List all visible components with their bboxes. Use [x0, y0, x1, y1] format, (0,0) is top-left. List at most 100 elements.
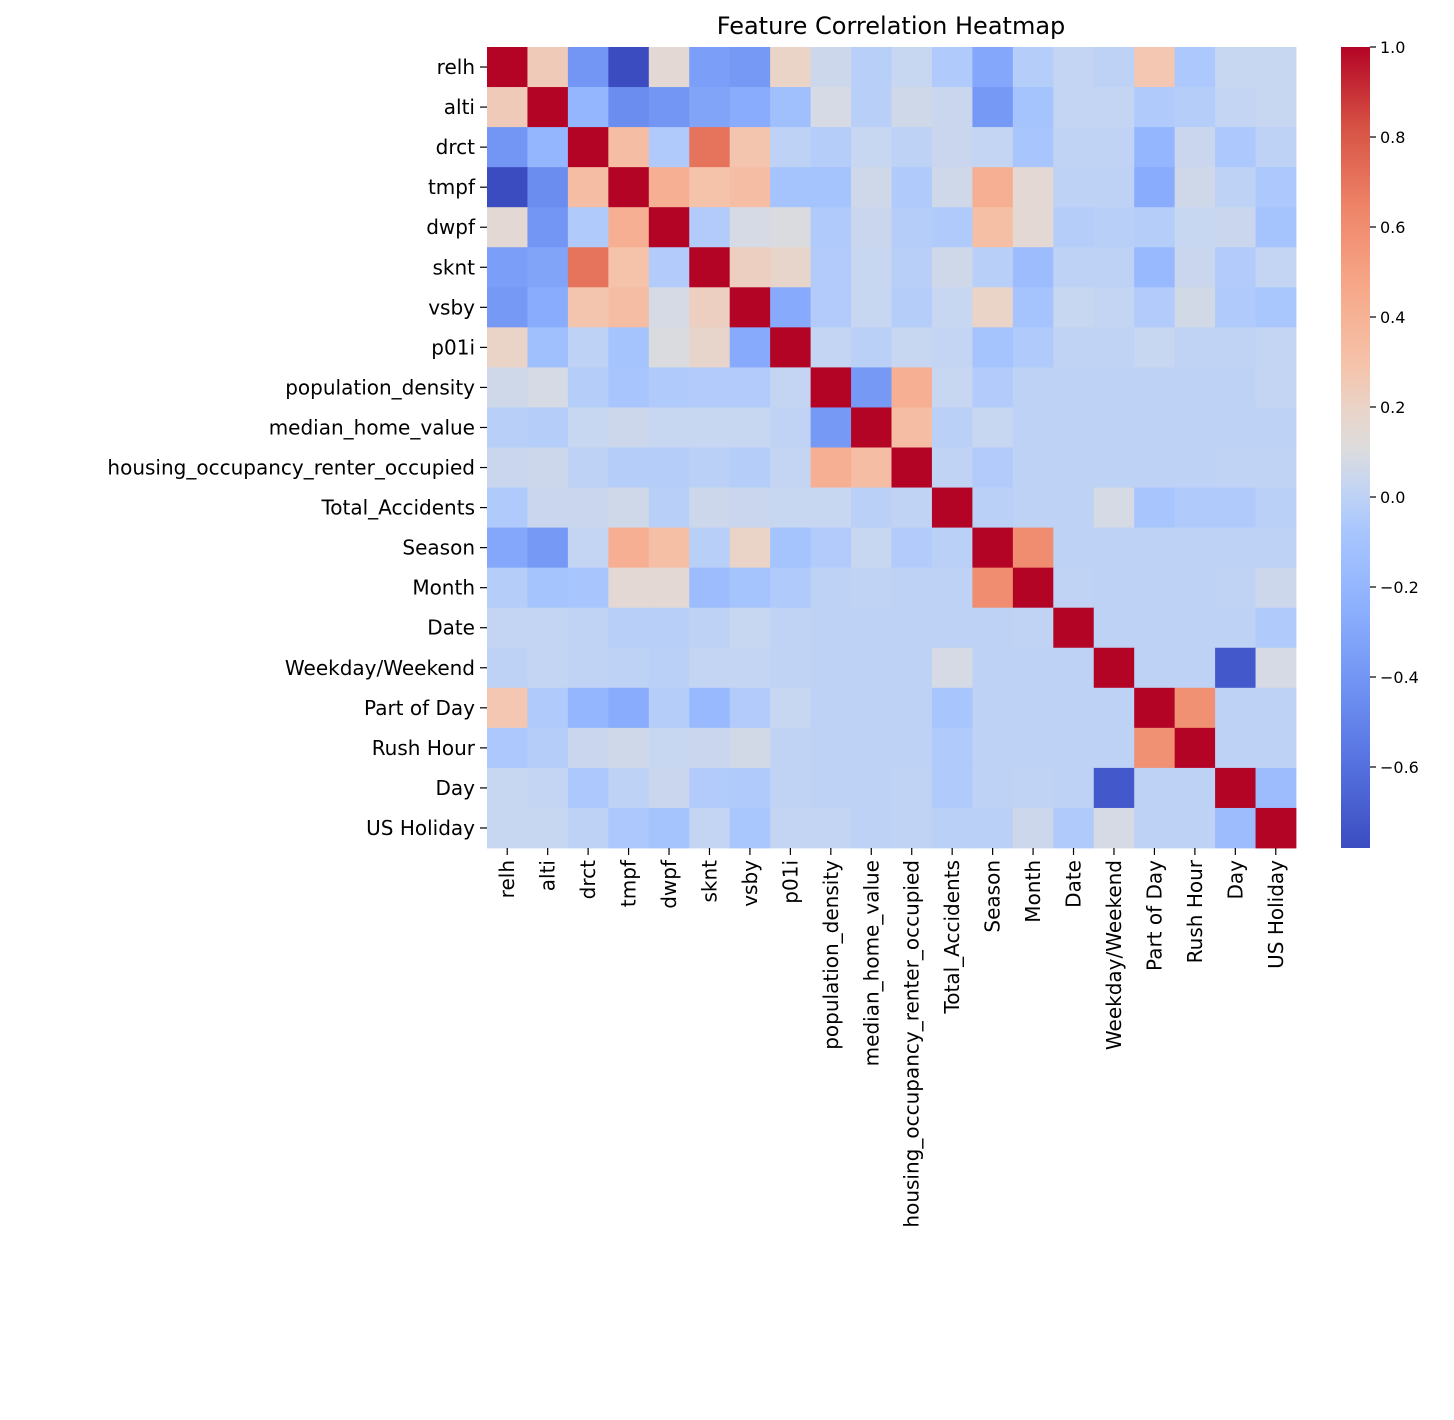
heatmap-cell: [1215, 607, 1256, 649]
colorbar-tick-label: 0.0: [1380, 488, 1405, 507]
heatmap-cell: [770, 247, 811, 288]
heatmap-cell: [648, 47, 690, 88]
heatmap-cell: [1215, 87, 1256, 128]
heatmap-cell: [770, 207, 811, 248]
heatmap-cell: [689, 447, 731, 488]
x-tick-label: housing_occupancy_renter_occupied: [900, 860, 924, 1228]
y-tick-label: tmpf: [428, 175, 476, 199]
x-tick-label: US Holiday: [1264, 860, 1288, 969]
x-tick-label: Part of Day: [1142, 860, 1166, 971]
heatmap-cell: [648, 207, 690, 248]
heatmap-cell: [1093, 167, 1135, 208]
y-tick-label: dwpf: [426, 215, 476, 239]
heatmap-cell: [1215, 327, 1256, 368]
heatmap-cell: [1053, 727, 1095, 769]
heatmap-cell: [487, 287, 528, 328]
heatmap-cell: [1174, 87, 1216, 128]
heatmap-cell: [729, 567, 771, 609]
heatmap-cell: [1012, 407, 1054, 448]
heatmap-cell: [851, 607, 892, 649]
heatmap-cell: [1255, 647, 1297, 689]
heatmap-cell: [648, 607, 690, 649]
heatmap-cell: [689, 527, 731, 569]
heatmap-cell: [1053, 127, 1095, 168]
heatmap-cell: [527, 647, 569, 689]
y-tick-label: population_density: [285, 375, 475, 399]
heatmap-cell: [648, 727, 690, 769]
heatmap-cell: [608, 447, 650, 488]
heatmap-cell: [527, 527, 569, 569]
colorbar-tick-label: −0.4: [1380, 668, 1419, 687]
heatmap-cell: [608, 47, 650, 88]
heatmap-cell: [567, 207, 609, 248]
heatmap-cell: [1012, 287, 1054, 328]
heatmap-cell: [487, 527, 528, 569]
heatmap-cell: [891, 447, 933, 488]
heatmap-cell: [1012, 807, 1054, 849]
heatmap-cell: [1255, 247, 1297, 288]
x-tick-label: drct: [576, 860, 600, 899]
heatmap-cell: [1093, 607, 1135, 649]
heatmap-cell: [689, 167, 731, 208]
x-tick-label: tmpf: [617, 859, 641, 907]
heatmap-cell: [770, 527, 811, 569]
heatmap-cell: [527, 567, 569, 609]
heatmap-cell: [1215, 127, 1256, 168]
heatmap-cell: [1053, 167, 1095, 208]
heatmap-cell: [770, 687, 811, 729]
heatmap-cell: [1053, 687, 1095, 729]
heatmap-cell: [770, 807, 811, 849]
heatmap-cell: [851, 647, 892, 689]
heatmap-cell: [972, 807, 1014, 849]
heatmap-cell: [689, 407, 731, 448]
heatmap-cell: [972, 727, 1014, 769]
heatmap-cell: [689, 607, 731, 649]
heatmap-cell: [851, 367, 892, 408]
heatmap-cell: [891, 647, 933, 689]
heatmap-cell: [1053, 487, 1095, 528]
heatmap-cell: [972, 87, 1014, 128]
y-tick-label: sknt: [432, 255, 475, 279]
y-tick-label: vsby: [428, 295, 475, 319]
heatmap-cell: [810, 567, 852, 609]
heatmap-cell: [1215, 567, 1256, 609]
heatmap-cell: [1255, 527, 1297, 569]
heatmap-cell: [770, 607, 811, 649]
heatmap-cell: [527, 287, 569, 328]
heatmap-cell: [1053, 607, 1095, 649]
heatmap-cell: [729, 407, 771, 448]
heatmap-cell: [810, 807, 852, 849]
heatmap-cell: [1255, 47, 1297, 88]
heatmap-cell: [567, 447, 609, 488]
heatmap-cell: [891, 687, 933, 729]
heatmap-cell: [1012, 727, 1054, 769]
heatmap-cell: [931, 727, 973, 769]
heatmap-cell: [527, 127, 569, 168]
heatmap-cell: [689, 487, 731, 528]
heatmap-cell: [891, 47, 933, 88]
heatmap-cell: [527, 207, 569, 248]
heatmap-cell: [931, 807, 973, 849]
x-tick-label: vsby: [738, 860, 762, 907]
heatmap-cell: [1174, 167, 1216, 208]
x-tick-label: p01i: [778, 860, 802, 904]
heatmap-cell: [770, 487, 811, 528]
heatmap-cell: [972, 647, 1014, 689]
x-tick-label: relh: [495, 860, 519, 898]
heatmap-cell: [608, 287, 650, 328]
x-tick-label: Month: [1021, 860, 1045, 923]
heatmap-cell: [527, 87, 569, 128]
x-tick-label: Total_Accidents: [940, 860, 964, 1015]
heatmap-cell: [1215, 687, 1256, 729]
heatmap-cell: [1093, 647, 1135, 689]
y-tick-label: Rush Hour: [372, 736, 476, 760]
heatmap-cell: [1093, 127, 1135, 168]
heatmap-cell: [851, 687, 892, 729]
heatmap-cell: [487, 447, 528, 488]
heatmap-cell: [931, 287, 973, 328]
heatmap-cell: [1215, 647, 1256, 689]
heatmap-cell: [1093, 407, 1135, 448]
heatmap-cell: [891, 567, 933, 609]
heatmap-cell: [567, 47, 609, 88]
heatmap-cell: [608, 247, 650, 288]
